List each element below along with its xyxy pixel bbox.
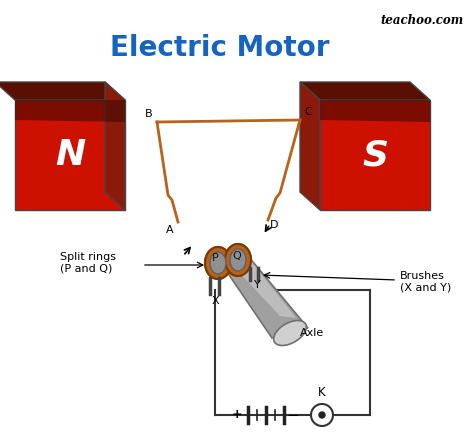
Text: Electric Motor: Electric Motor [110,34,330,62]
Text: Q: Q [233,251,241,261]
Polygon shape [220,252,296,318]
Ellipse shape [210,252,226,274]
Ellipse shape [210,252,226,274]
Text: P: P [211,253,219,263]
Ellipse shape [273,320,306,346]
Text: Y: Y [254,280,261,290]
Polygon shape [300,82,320,210]
Text: N: N [55,138,85,172]
Text: teachoo.com: teachoo.com [381,14,464,27]
Polygon shape [300,82,430,100]
Text: D: D [270,220,279,230]
Text: Q: Q [233,251,241,261]
Text: +: + [232,409,242,422]
Ellipse shape [225,244,251,276]
Text: C: C [304,107,312,117]
Text: A: A [166,225,174,235]
Polygon shape [105,82,125,210]
Text: Brushes
(X and Y): Brushes (X and Y) [400,271,451,293]
Polygon shape [15,100,125,122]
Polygon shape [0,82,125,100]
Text: B: B [146,109,153,119]
Circle shape [311,404,333,426]
Ellipse shape [225,244,251,276]
Polygon shape [15,100,125,210]
Circle shape [319,412,325,418]
Text: P: P [211,253,219,263]
Text: S: S [362,138,388,172]
Polygon shape [320,100,430,210]
Polygon shape [320,100,430,122]
Ellipse shape [205,247,231,279]
Text: Axle: Axle [300,328,324,338]
Ellipse shape [230,249,246,271]
Text: X: X [211,296,219,306]
Ellipse shape [230,249,246,271]
Text: Split rings
(P and Q): Split rings (P and Q) [60,252,116,274]
Text: K: K [318,386,326,399]
Polygon shape [212,250,308,338]
Ellipse shape [205,247,231,279]
Text: −: − [287,407,300,423]
